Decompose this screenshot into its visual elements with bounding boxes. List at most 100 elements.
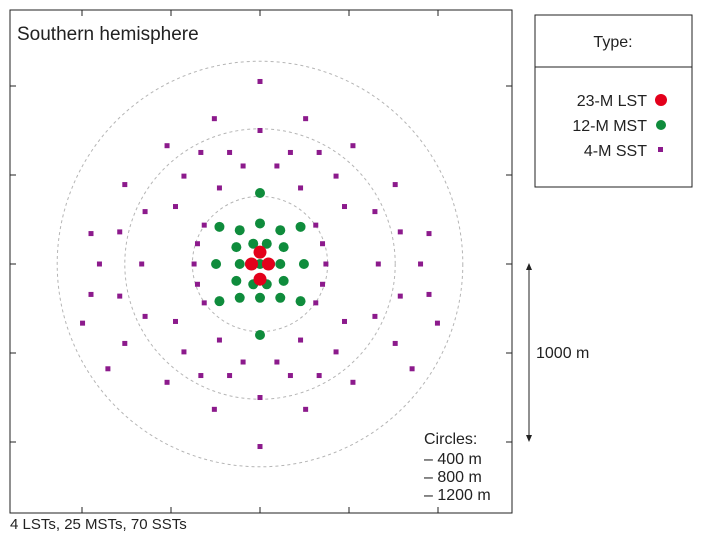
mst-marker xyxy=(255,329,265,340)
sst-marker xyxy=(173,204,178,210)
mst-marker xyxy=(278,242,289,253)
mst-marker xyxy=(275,292,286,303)
mst-marker xyxy=(234,259,245,269)
top-ticks xyxy=(81,10,439,16)
mst-marker xyxy=(255,292,265,303)
sst-marker xyxy=(274,359,280,365)
sst-marker xyxy=(257,444,263,450)
telescope-count-summary: 4 LSTs, 25 MSTs, 70 SSTs xyxy=(10,516,187,533)
reference-circle xyxy=(56,60,464,468)
legend-marker-lst xyxy=(655,94,667,106)
sst-marker xyxy=(397,293,403,299)
sst-marker xyxy=(287,373,293,379)
sst-marker xyxy=(194,241,200,247)
sst-marker xyxy=(418,261,424,267)
sst-marker xyxy=(117,293,123,299)
right-ticks xyxy=(506,85,512,443)
sst-marker xyxy=(117,229,123,235)
sst-marker xyxy=(274,163,280,169)
circles-note-item: – 1200 m xyxy=(424,487,491,504)
mst-marker xyxy=(231,242,242,253)
mst-markers xyxy=(211,188,309,340)
mst-marker xyxy=(298,259,309,269)
sst-marker xyxy=(392,182,398,188)
mst-marker xyxy=(278,275,289,286)
circles-note-item: – 400 m xyxy=(424,451,482,468)
mst-marker xyxy=(275,259,286,269)
sst-marker xyxy=(313,300,319,306)
sst-marker xyxy=(142,209,148,215)
sst-marker xyxy=(426,291,432,297)
sst-marker xyxy=(426,231,432,237)
sst-marker xyxy=(298,185,304,191)
scale-bar-arrow-down xyxy=(526,435,532,442)
sst-marker xyxy=(227,373,233,379)
mst-marker xyxy=(231,275,242,286)
sst-marker xyxy=(181,173,187,179)
sst-marker xyxy=(198,373,204,379)
sst-marker xyxy=(142,313,148,319)
sst-marker xyxy=(122,182,128,188)
mst-marker xyxy=(275,225,286,236)
mst-marker xyxy=(255,188,265,199)
mst-marker xyxy=(261,238,272,249)
lst-markers xyxy=(245,245,275,286)
sst-marker xyxy=(323,261,329,267)
sst-marker xyxy=(216,185,222,191)
sst-marker xyxy=(88,291,94,297)
sst-marker xyxy=(316,373,322,379)
circles-note: Circles: – 400 m – 800 m – 1200 m xyxy=(424,431,491,504)
plot-frame xyxy=(9,9,513,514)
sst-marker xyxy=(316,149,322,155)
mst-marker xyxy=(295,221,306,232)
legend-marker-sst xyxy=(658,147,663,152)
scale-bar-label: 1000 m xyxy=(536,345,589,362)
sst-marker xyxy=(88,231,94,237)
sst-markers xyxy=(80,78,440,450)
sst-marker xyxy=(372,313,378,319)
legend-marker-mst xyxy=(656,120,666,130)
sst-marker xyxy=(333,173,339,179)
sst-marker xyxy=(173,318,178,324)
legend-label-lst: 23-M LST xyxy=(577,93,647,110)
sst-marker xyxy=(105,366,111,372)
sst-marker xyxy=(194,281,200,287)
sst-marker xyxy=(201,222,207,228)
circles-note-title: Circles: xyxy=(424,431,477,448)
sst-marker xyxy=(287,149,293,155)
sst-marker xyxy=(257,78,263,84)
lst-marker xyxy=(245,257,259,271)
mst-marker xyxy=(255,218,265,229)
sst-marker xyxy=(240,359,246,365)
sst-marker xyxy=(320,281,326,287)
sst-marker xyxy=(392,340,398,346)
plot-title: Southern hemisphere xyxy=(17,24,199,45)
sst-marker xyxy=(96,261,102,267)
legend-title: Type: xyxy=(593,34,632,51)
sst-marker xyxy=(303,116,309,122)
sst-marker xyxy=(164,143,170,149)
sst-marker xyxy=(372,209,378,215)
sst-marker xyxy=(434,320,440,326)
sst-marker xyxy=(298,337,304,343)
sst-marker xyxy=(122,340,128,346)
left-ticks xyxy=(10,85,16,443)
sst-marker xyxy=(216,337,222,343)
sst-marker xyxy=(333,349,339,355)
sst-marker xyxy=(397,229,403,235)
sst-marker xyxy=(164,379,170,385)
sst-marker xyxy=(342,204,347,210)
scale-bar-arrow-up xyxy=(526,263,532,270)
sst-marker xyxy=(342,318,347,324)
legend-label-sst: 4-M SST xyxy=(584,143,647,160)
mst-marker xyxy=(248,238,259,249)
sst-marker xyxy=(191,261,197,267)
scale-bar: 1000 m xyxy=(526,263,589,442)
sst-marker xyxy=(181,349,187,355)
sst-marker xyxy=(257,395,263,401)
lst-marker xyxy=(253,245,267,259)
sst-marker xyxy=(350,379,356,385)
mst-marker xyxy=(234,225,245,236)
bottom-ticks xyxy=(81,507,439,513)
